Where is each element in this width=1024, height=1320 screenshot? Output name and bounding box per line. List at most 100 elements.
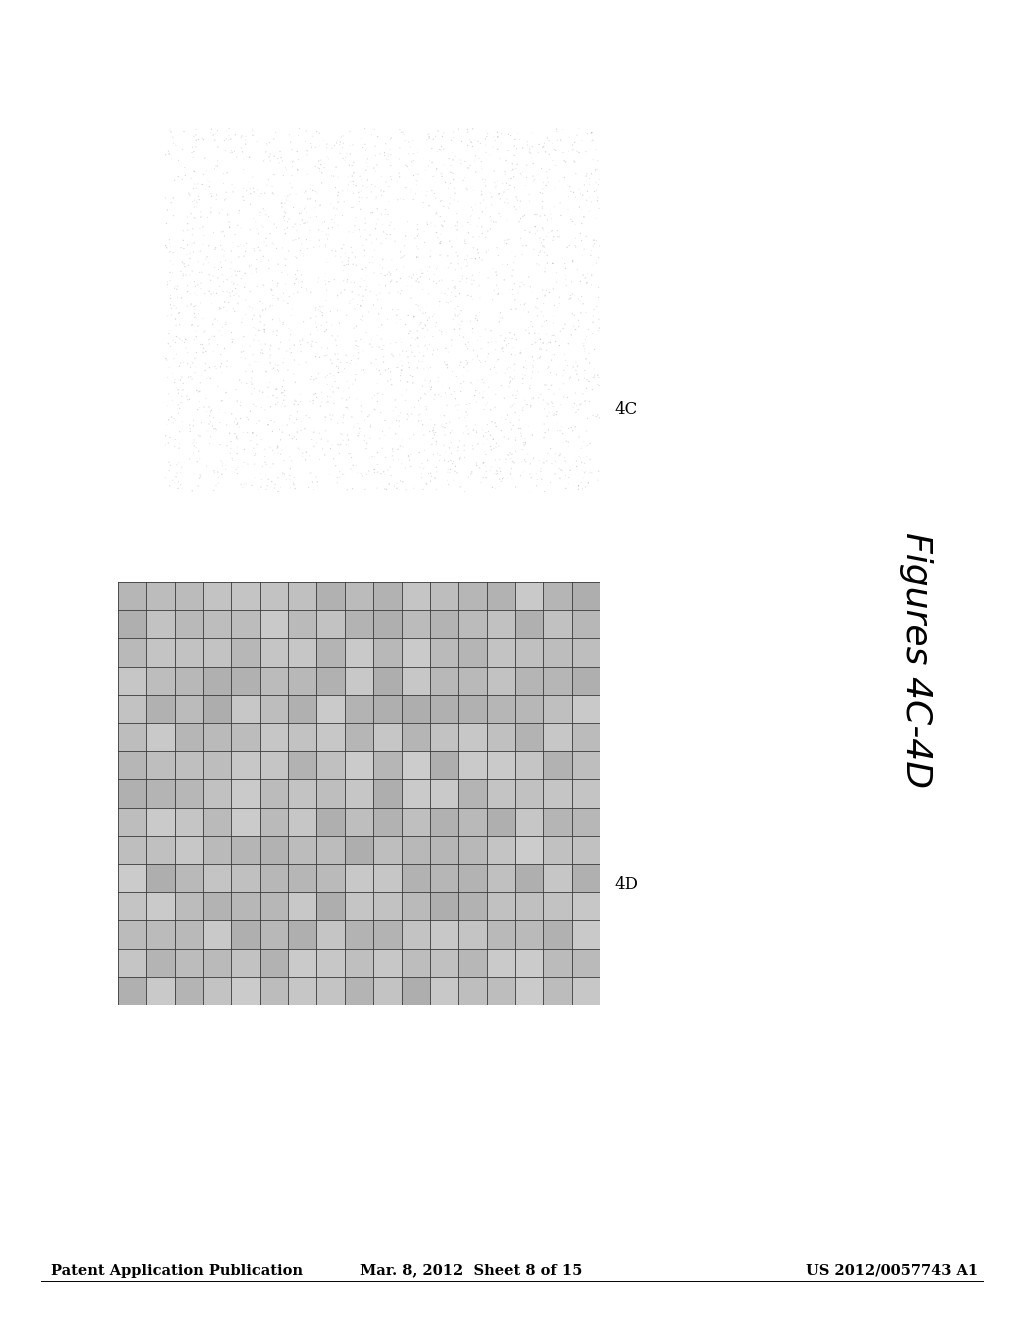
- Point: [341, 154, 357, 176]
- Point: [226, 462, 243, 483]
- Point: [546, 345, 562, 366]
- Point: [535, 218, 551, 239]
- Point: [377, 145, 393, 166]
- Point: [286, 473, 302, 494]
- Point: [349, 352, 366, 374]
- Point: [333, 127, 349, 148]
- Point: [187, 124, 204, 145]
- Point: [273, 440, 290, 461]
- Point: [290, 395, 306, 416]
- Point: [411, 442, 427, 463]
- Point: [469, 346, 485, 367]
- Point: [406, 189, 422, 210]
- Point: [433, 136, 450, 157]
- Bar: [401, 667, 430, 694]
- Bar: [260, 610, 288, 639]
- Bar: [316, 836, 345, 865]
- Point: [530, 362, 547, 383]
- Point: [570, 475, 587, 496]
- Point: [324, 314, 340, 335]
- Point: [497, 388, 513, 409]
- Point: [403, 156, 420, 177]
- Point: [486, 412, 503, 433]
- Point: [356, 362, 373, 383]
- Point: [238, 451, 254, 473]
- Point: [330, 326, 346, 347]
- Point: [486, 161, 503, 182]
- Point: [476, 453, 493, 474]
- Point: [473, 185, 489, 206]
- Point: [272, 444, 289, 465]
- Point: [166, 296, 182, 317]
- Point: [190, 129, 207, 150]
- Point: [523, 312, 540, 333]
- Bar: [430, 949, 458, 977]
- Point: [256, 231, 272, 252]
- Point: [330, 413, 346, 434]
- Point: [278, 202, 294, 223]
- Point: [442, 459, 459, 480]
- Point: [233, 312, 250, 333]
- Point: [570, 178, 587, 199]
- Point: [575, 239, 592, 260]
- Point: [373, 203, 389, 224]
- Point: [541, 129, 557, 150]
- Point: [409, 230, 425, 251]
- Point: [303, 137, 319, 158]
- Point: [165, 412, 181, 433]
- Point: [527, 297, 544, 318]
- Bar: [486, 920, 515, 949]
- Point: [585, 235, 601, 256]
- Point: [167, 309, 183, 330]
- Point: [215, 272, 231, 293]
- Point: [590, 286, 606, 308]
- Point: [182, 421, 199, 442]
- Point: [475, 372, 492, 393]
- Point: [189, 315, 206, 337]
- Point: [276, 219, 293, 240]
- Point: [397, 389, 414, 411]
- Point: [510, 418, 526, 440]
- Point: [269, 480, 286, 502]
- Point: [194, 206, 210, 227]
- Point: [465, 322, 481, 343]
- Point: [349, 413, 366, 434]
- Point: [288, 269, 304, 290]
- Point: [183, 168, 200, 189]
- Point: [399, 409, 416, 430]
- Point: [309, 321, 326, 342]
- Point: [357, 183, 374, 205]
- Point: [490, 246, 507, 267]
- Point: [347, 268, 364, 289]
- Point: [351, 422, 368, 444]
- Point: [334, 252, 350, 273]
- Point: [311, 422, 328, 444]
- Point: [565, 356, 582, 378]
- Point: [307, 190, 324, 211]
- Point: [265, 128, 282, 149]
- Point: [353, 268, 370, 289]
- Point: [249, 276, 265, 297]
- Point: [242, 296, 258, 317]
- Point: [243, 401, 259, 422]
- Point: [411, 433, 427, 454]
- Point: [521, 185, 538, 206]
- Point: [435, 195, 452, 216]
- Bar: [345, 639, 373, 667]
- Point: [540, 358, 556, 379]
- Point: [517, 364, 534, 385]
- Point: [564, 251, 581, 272]
- Point: [294, 202, 310, 223]
- Point: [439, 395, 456, 416]
- Point: [368, 348, 384, 370]
- Point: [197, 321, 213, 342]
- Point: [210, 462, 226, 483]
- Point: [274, 381, 291, 403]
- Point: [450, 305, 466, 326]
- Point: [161, 144, 177, 165]
- Point: [341, 222, 357, 243]
- Point: [459, 354, 475, 375]
- Point: [209, 310, 225, 331]
- Point: [329, 131, 345, 152]
- Point: [314, 305, 331, 326]
